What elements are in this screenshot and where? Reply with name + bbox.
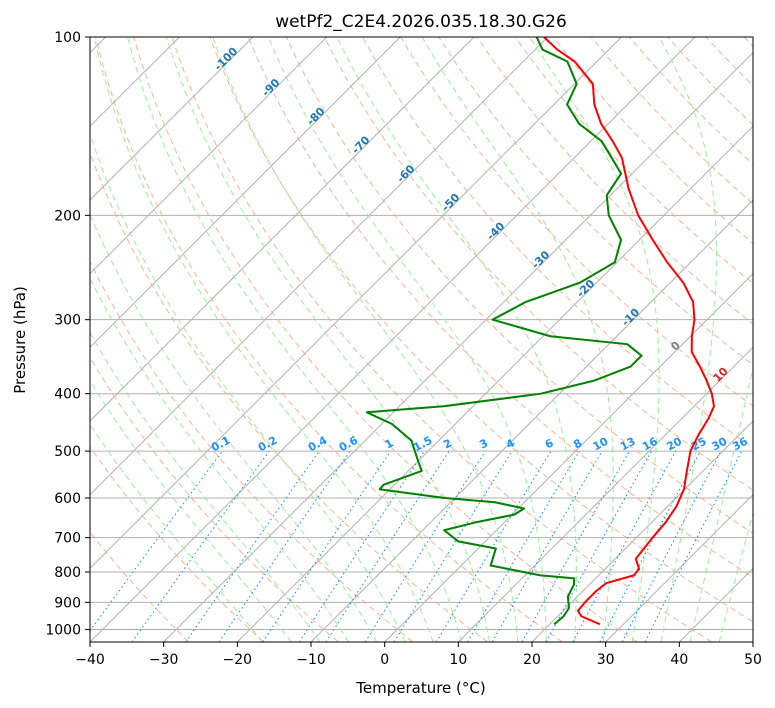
moist-adiabat — [166, 37, 490, 642]
dry-adiabat — [95, 37, 563, 642]
mixing-ratio-line — [325, 450, 450, 642]
mixing-ratio-label: 20 — [664, 435, 684, 454]
dry-adiabat — [514, 37, 753, 285]
moist-adiabat — [90, 331, 321, 642]
mixing-ratio-label: 25 — [689, 435, 709, 454]
isotherm-line — [90, 37, 328, 275]
x-tick-label: 10 — [449, 652, 467, 668]
plot-frame — [89, 36, 754, 643]
moist-adiabat — [336, 37, 577, 642]
moist-adiabat — [212, 37, 519, 642]
x-tick-label: −40 — [75, 652, 105, 668]
isotherm-line — [90, 37, 401, 349]
isotherm-line — [90, 37, 622, 570]
mixing-ratio-line — [262, 450, 392, 642]
x-axis-title: Temperature (°C) — [355, 679, 485, 697]
y-tick-label: 200 — [54, 208, 81, 224]
isotherm-line — [90, 37, 549, 496]
x-tick-label: 50 — [744, 652, 762, 668]
x-tick-label: 0 — [380, 652, 389, 668]
mixing-ratio-label: 13 — [618, 435, 638, 454]
isotherm-line — [531, 420, 753, 642]
x-tick-label: −10 — [296, 652, 326, 668]
moist-adiabat — [267, 37, 547, 642]
moist-adiabat — [90, 379, 292, 642]
y-tick-label: 500 — [54, 444, 81, 460]
y-tick-label: 100 — [54, 30, 81, 46]
isotherm-line — [163, 51, 753, 642]
temperature-profile-line — [543, 37, 715, 626]
moist-adiabat — [90, 277, 349, 642]
mixing-ratio-line — [435, 450, 552, 642]
dewpoint-profile-line — [365, 37, 643, 626]
dry-adiabat — [209, 37, 753, 623]
dry-adiabat — [90, 445, 264, 642]
y-tick-label: 1000 — [45, 622, 81, 638]
mixing-ratio-line — [298, 450, 425, 642]
isotherm-line — [90, 37, 696, 642]
mixing-ratio-line — [218, 450, 351, 642]
moist-adiabat — [718, 510, 753, 642]
y-tick-label: 800 — [54, 565, 81, 581]
moist-adiabat — [528, 37, 660, 642]
dry-adiabat — [171, 37, 713, 642]
x-tick-label: 20 — [523, 652, 541, 668]
moist-adiabat — [90, 132, 406, 642]
moist-adiabat — [127, 37, 462, 642]
moist-adiabat — [93, 37, 434, 642]
x-tick-label: −20 — [223, 652, 253, 668]
axes: −40 −30 −20 −10 0 10 20 30 40 50 1000 900 800 700 600 5… — [45, 30, 762, 668]
mixing-ratio-line — [599, 450, 702, 642]
mixing-ratio-line — [467, 450, 580, 642]
mixing-ratio-label: 16 — [640, 435, 660, 454]
mixing-ratio-label: 36 — [730, 435, 750, 454]
dry-adiabat — [285, 37, 753, 534]
mixing-ratio-line — [393, 450, 513, 642]
mixing-ratio-line — [185, 450, 320, 642]
mixing-ratio-line — [572, 450, 677, 642]
isotherm-line — [90, 37, 254, 201]
dry-adiabat — [247, 37, 753, 578]
chart-title: wetPf2_C2E4.2026.035.18.30.G26 — [275, 12, 567, 32]
y-tick-label: 900 — [54, 595, 81, 611]
moist-adiabat — [421, 37, 614, 642]
y-tick-label: 700 — [54, 531, 81, 547]
moist-adiabat — [90, 423, 263, 642]
isotherm-line — [236, 125, 753, 642]
mixing-ratio-label: 30 — [710, 435, 730, 454]
y-tick-label: 600 — [54, 491, 81, 507]
dry-adiabat — [323, 37, 753, 491]
y-axis-title: Pressure (hPa) — [11, 286, 29, 394]
y-tick-label: 400 — [54, 387, 81, 403]
mixing-ratio-label: 10 — [591, 435, 611, 454]
x-tick-label: −30 — [149, 652, 179, 668]
x-tick-label: 30 — [597, 652, 615, 668]
dry-adiabat — [90, 260, 414, 642]
moist-adiabat — [90, 213, 378, 642]
isotherm-line — [384, 272, 753, 642]
moist-adiabat — [689, 365, 753, 642]
moist-adiabat — [658, 37, 717, 642]
isotherm-line — [90, 37, 475, 422]
x-tick-label: 40 — [670, 652, 688, 668]
mixing-ratio-line — [131, 450, 270, 642]
dry-adiabat — [476, 37, 753, 325]
isotherm-line — [457, 346, 753, 642]
y-tick-label: 300 — [54, 313, 81, 329]
mixing-ratio-line — [364, 450, 486, 642]
isotherm-line — [605, 493, 753, 642]
